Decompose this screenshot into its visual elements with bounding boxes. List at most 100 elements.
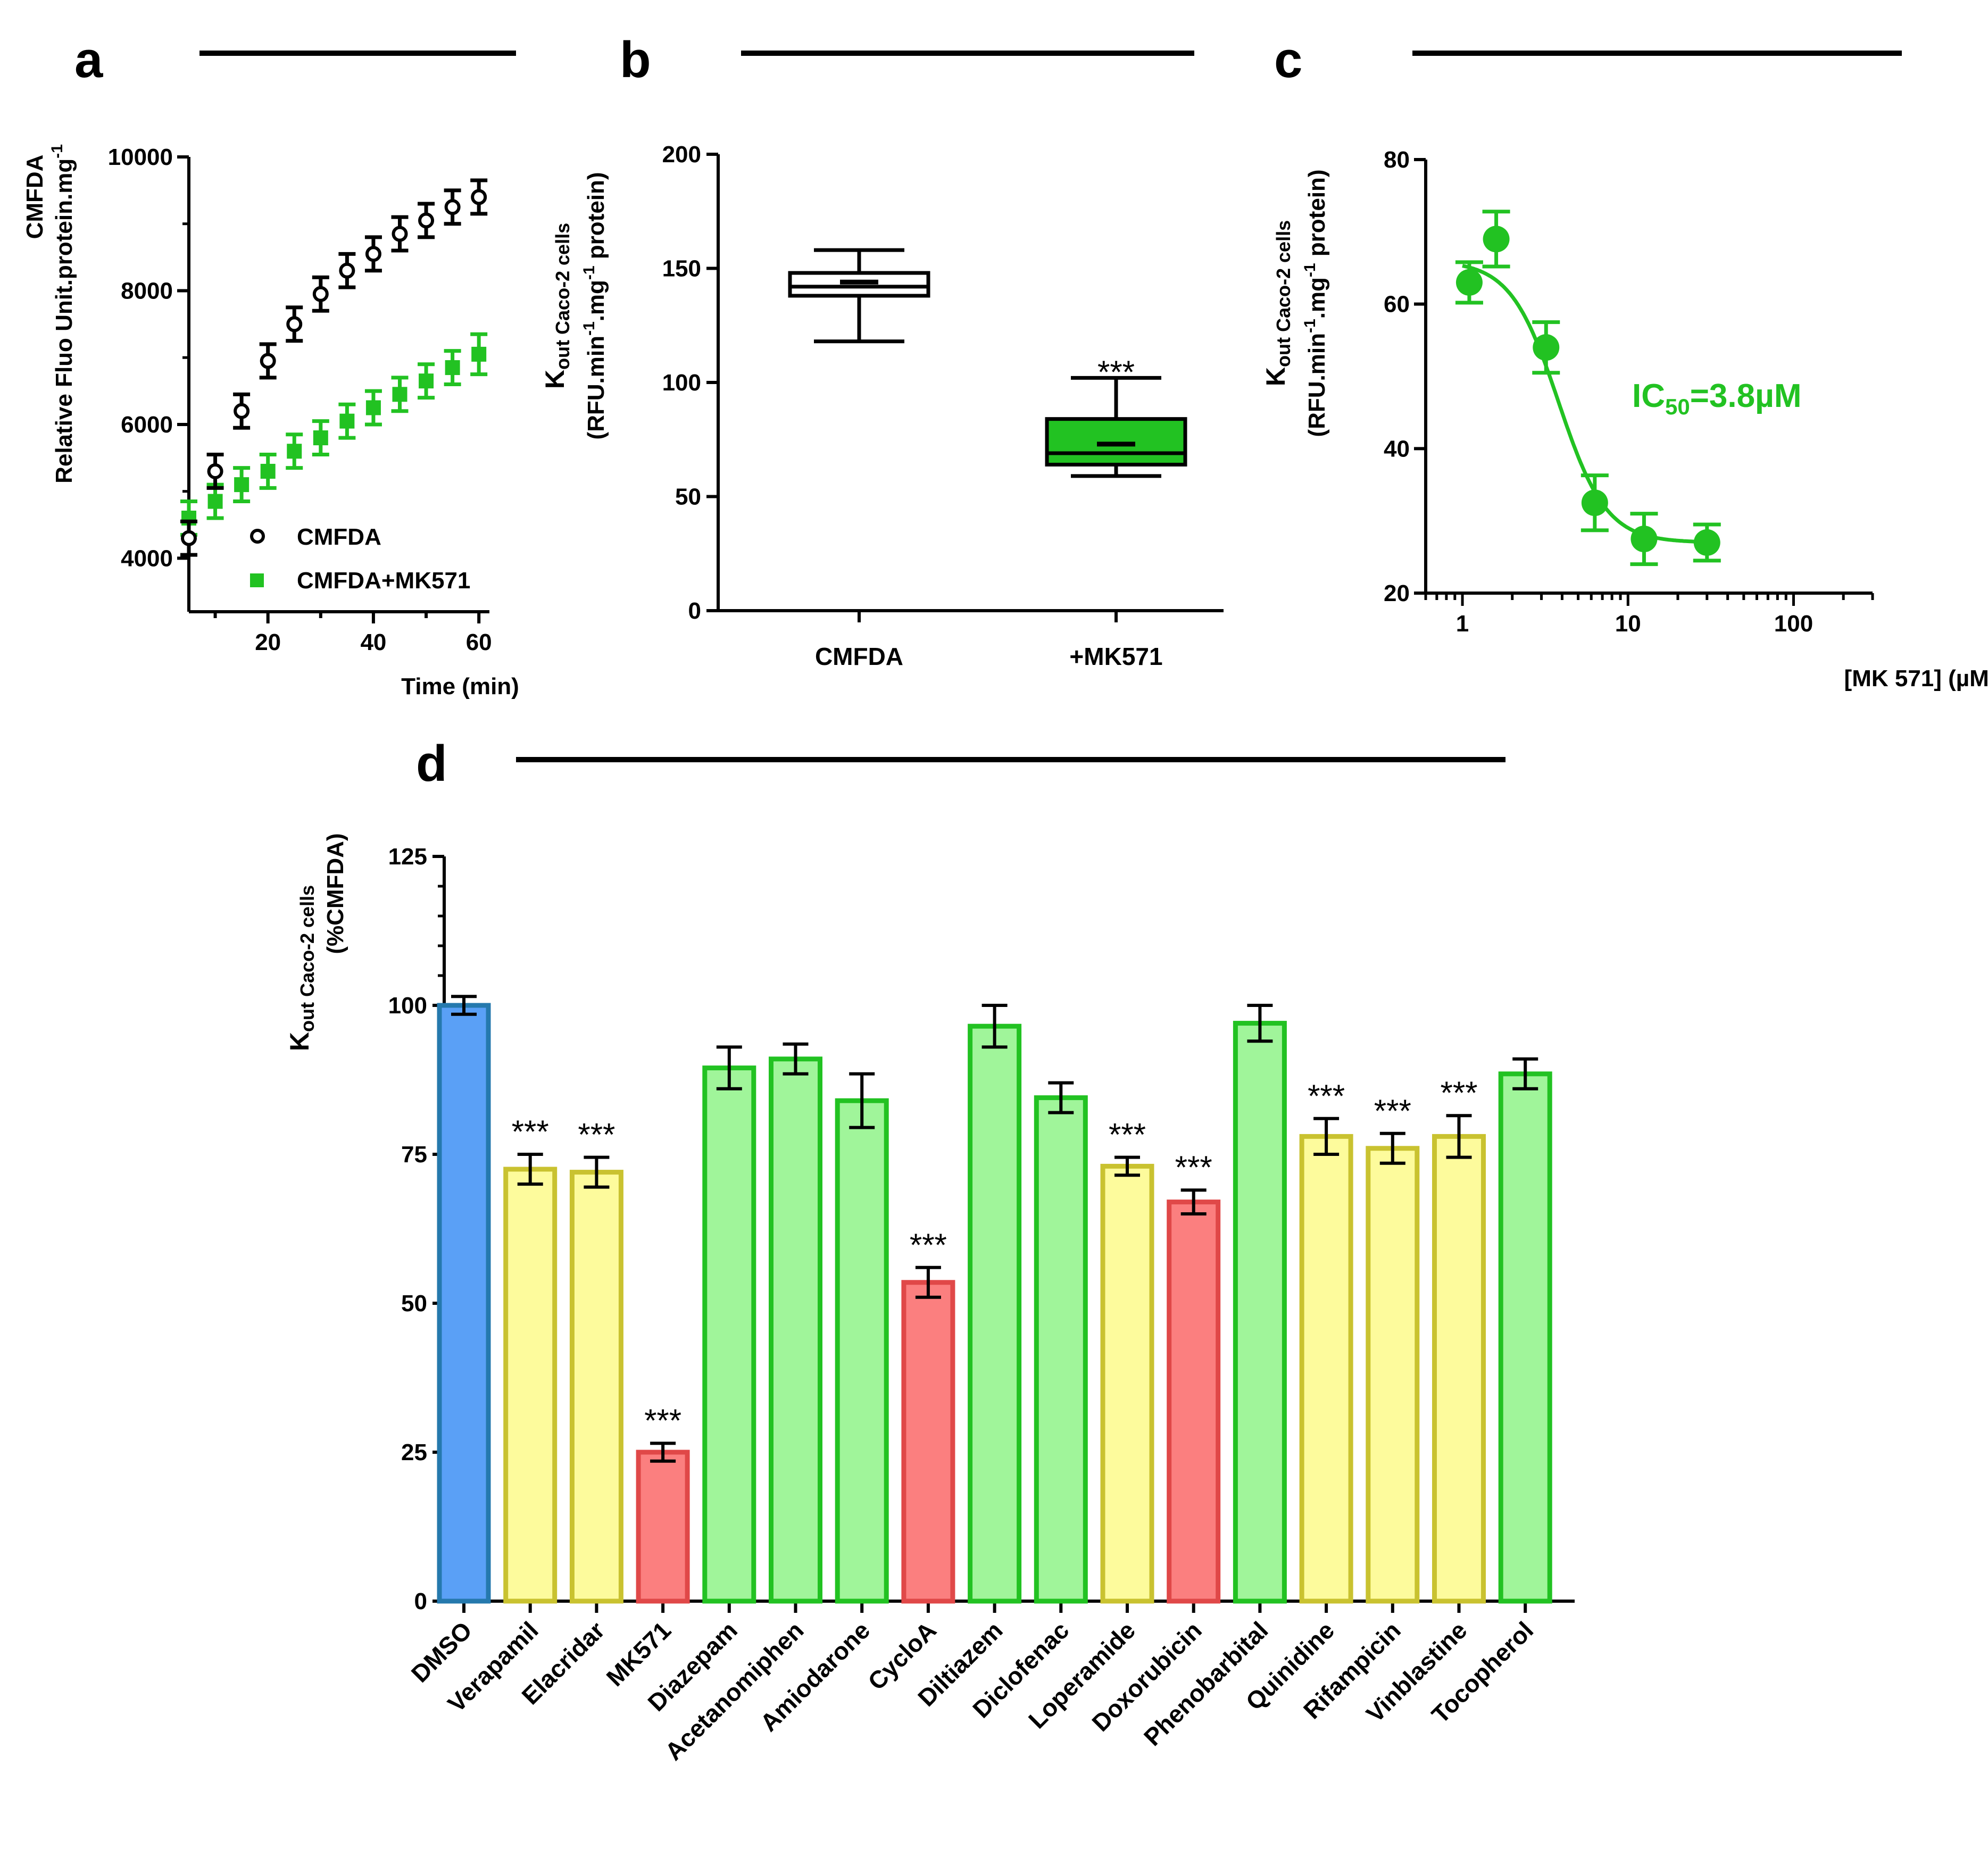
panel-a-xtick-label: 20	[255, 629, 281, 655]
panel-b-ylabel-line1: Kout Caco-2 cells	[540, 223, 573, 389]
panel-a-cmfda-point	[207, 463, 223, 479]
panel-a-legend: CMFDA CMFDA+MK571	[250, 524, 470, 594]
panel-d-significance: ***	[512, 1114, 549, 1150]
panel-c-fit-curve	[1462, 264, 1707, 544]
panel-a-ylabel-line1: CMFDA	[22, 155, 48, 239]
panel-a-ytick-label: 10000	[108, 144, 173, 170]
panel-a-mk571-point	[419, 373, 434, 389]
panel-c-point	[1533, 334, 1560, 361]
panel-c-point	[1483, 226, 1510, 253]
panel-a-mk571-point	[392, 387, 407, 402]
panel-c-xlabel: [MK 571] (µM)	[1844, 665, 1988, 692]
panel-a-cmfda-point	[339, 262, 355, 279]
panel-a-xlabel: Time (min)	[401, 673, 519, 700]
panel-a-tick-labels: 4000 6000 8000 10000 20 40 60	[108, 144, 492, 655]
panel-a-cmfda-point	[286, 316, 303, 332]
panel-c-xtick-label: 10	[1615, 611, 1641, 637]
panel-c-ylabel-line2: (RFU.min-1.mg-1 protein)	[1301, 169, 1330, 437]
panel-d-bar	[1498, 1071, 1552, 1604]
panel-letter-a: a	[74, 31, 103, 88]
panel-b-ytick-label: 0	[688, 598, 701, 624]
panel-d-ytick-label: 125	[388, 844, 427, 870]
panel-d-bar	[569, 1170, 623, 1604]
panel-c-xtick-label: 1	[1456, 611, 1469, 637]
panel-a-ytick-label: 6000	[121, 412, 173, 438]
panel-a-mk571-point	[207, 494, 223, 509]
panel-d-bar	[437, 1003, 491, 1604]
panel-d-bars: *** *** *** *** *** *** *** *** ***	[437, 995, 1552, 1604]
panel-d-ytick-label: 25	[401, 1439, 427, 1465]
panel-d-ytick-label: 50	[401, 1290, 427, 1317]
panel-a-mk571-point	[234, 477, 249, 493]
panel-d-ytick-label: 0	[414, 1588, 427, 1614]
panel-d-ytick-label: 75	[401, 1142, 427, 1168]
panel-d-bar	[702, 1065, 756, 1604]
panel-b-ylabel-line2: (RFU.min-1.mg-1 protein)	[580, 172, 609, 439]
panel-d-significance: ***	[578, 1117, 615, 1153]
panel-b-ytick-label: 200	[662, 141, 701, 168]
panel-a-cmfda-point	[392, 226, 408, 242]
panel-d-significance: ***	[1374, 1093, 1411, 1129]
panel-d-category-labels: DMSOVerapamilElacridarMK571DiazepamAceta…	[406, 1616, 1539, 1766]
panel-a-cmfda-point	[260, 353, 276, 369]
panel-d-ylabel-line2: (%CMFDA)	[322, 833, 348, 954]
panel-d-bar	[835, 1098, 889, 1604]
panel-d-tick-labels: 0 25 50 75 100 125	[388, 844, 427, 1614]
panel-c-point	[1581, 489, 1608, 517]
panel-d-bar	[503, 1167, 558, 1604]
panel-letter-d: d	[416, 735, 447, 792]
panel-a-data-marks	[180, 178, 488, 557]
panel-a-cmfda-point	[365, 246, 381, 262]
panel-a-cmfda-point	[418, 212, 435, 229]
panel-b-box-marks	[788, 248, 1187, 478]
panel-d-ylabel-line1: Kout Caco-2 cells	[285, 885, 318, 1051]
panel-d-bar	[1299, 1134, 1353, 1604]
panel-d-bar	[1034, 1095, 1088, 1604]
panel-a-cmfda-point	[234, 403, 250, 419]
panel-a-mk571-point	[260, 463, 276, 479]
panel-b-significance: ***	[1097, 354, 1135, 390]
panel-a-chart: 4000 6000 8000 10000 20 40 60 CMFDA Relative F…	[22, 144, 519, 700]
panel-c-ylabel-line1: Kout Caco-2 cells	[1261, 220, 1294, 386]
panel-b-category-label: +MK571	[1069, 643, 1162, 670]
legend-open-circle-marker	[250, 529, 265, 544]
panel-c-tick-labels: 20 40 60 80 1 10 100	[1384, 147, 1813, 637]
panel-a-xtick-label: 60	[466, 629, 492, 655]
legend-label-cmfda: CMFDA	[297, 524, 381, 550]
panel-letter-b: b	[620, 31, 651, 88]
panel-letter-c: c	[1274, 31, 1302, 88]
panel-a-mk571-point	[445, 360, 460, 376]
panel-b-tick-labels: 0 50 100 150 200 CMFDA +MK571	[662, 141, 1163, 670]
panel-a-mk571-point	[471, 346, 487, 362]
panel-c-ytick-label: 60	[1384, 292, 1410, 318]
panel-d-significance: ***	[1440, 1075, 1477, 1111]
panel-c-xtick-label: 100	[1774, 611, 1813, 637]
panel-d-ytick-label: 100	[388, 993, 427, 1019]
panel-b-chart: 0 50 100 150 200 CMFDA +MK571 Kout Caco-2 cell…	[540, 141, 1224, 670]
panel-d-bar	[1366, 1146, 1420, 1604]
panel-a-ylabel-line2: Relative Fluo Unit.protein.mg-1	[48, 144, 77, 484]
panel-d-significance: ***	[644, 1403, 681, 1438]
panel-d-bar	[636, 1450, 690, 1604]
panel-a-xtick-label: 40	[360, 629, 386, 655]
panel-a-ytick-label: 4000	[121, 545, 173, 571]
panel-d-bar	[901, 1280, 955, 1604]
panel-b-ytick-label: 150	[662, 256, 701, 282]
panel-c-ytick-label: 40	[1384, 436, 1410, 462]
panel-d-bar	[1167, 1200, 1221, 1604]
panel-b-ytick-label: 50	[675, 484, 701, 510]
panel-a-ytick-label: 8000	[121, 278, 173, 304]
panel-d-significance: ***	[1308, 1078, 1345, 1114]
panel-a-axes	[177, 155, 489, 623]
panel-d-bar	[1432, 1134, 1486, 1604]
panel-a-cmfda-point	[181, 530, 197, 546]
panel-a-cmfda-point	[471, 189, 487, 205]
panel-d-significance: ***	[1175, 1150, 1212, 1185]
panel-d-bar	[1100, 1163, 1154, 1604]
panel-b-ytick-label: 100	[662, 370, 701, 396]
panel-c-point	[1693, 529, 1720, 556]
panel-c-point	[1455, 269, 1483, 296]
panel-d-bar	[968, 1023, 1022, 1604]
